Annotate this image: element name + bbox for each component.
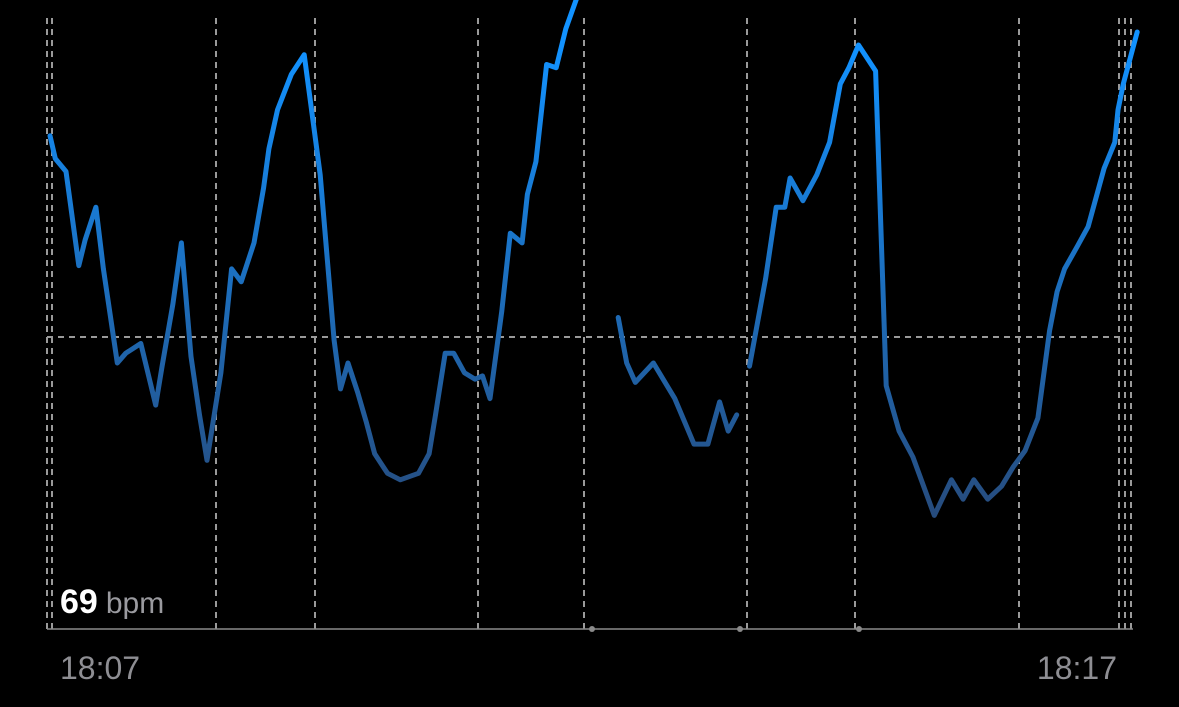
x-tick-label-start: 18:07 [60,650,141,686]
axis-dot-0 [589,626,595,632]
heart-rate-value: 69 [60,583,98,621]
current-heart-rate: 69 bpm [60,583,164,622]
grid-lines [46,18,1132,634]
x-axis [47,626,1133,632]
heart-rate-line-segment-3 [747,29,1140,518]
heart-rate-series [47,0,1140,518]
x-tick-label-end: 18:17 [1036,650,1117,686]
axis-dot-2 [856,626,862,632]
heart-rate-unit: bpm [105,587,165,620]
axis-dot-1 [737,626,743,632]
heart-rate-line-segment-2 [615,315,740,447]
heart-rate-line-segment-1 [47,0,579,483]
